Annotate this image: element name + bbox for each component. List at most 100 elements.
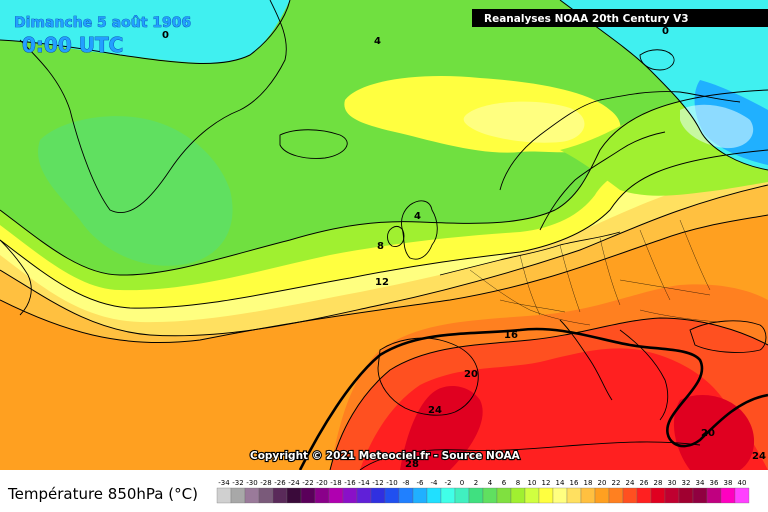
legend-swatch [216,487,232,504]
weather-map: 0 0 4 4 8 12 16 20 20 24 24 28 Dimanche … [0,0,768,470]
legend-tick-label: -34 [218,479,230,487]
legend-tick-label: 20 [598,479,607,487]
legend-swatch [300,487,316,504]
isotherm-label-4-north: 4 [374,36,381,47]
legend-tick-label: 34 [696,479,705,487]
legend-swatch [594,487,610,504]
legend-tick-label: 16 [570,479,579,487]
legend-swatch [496,487,512,504]
map-time: 0:00 UTC [22,33,123,57]
legend-swatch [286,487,302,504]
legend-tick-label: 32 [682,479,691,487]
heat-core-east [673,395,755,470]
legend-tick-label: 6 [502,479,507,487]
warm-pocket-north-inner [463,101,585,143]
legend-tick-label: -2 [445,479,452,487]
legend-tick-label: 4 [488,479,493,487]
source-label: Reanalyses NOAA 20th Century V3 [484,13,689,25]
legend-tick-label: 38 [724,479,733,487]
isotherms [0,0,768,344]
legend-tick-label: 8 [516,479,520,487]
legend-tick-label: -4 [431,479,439,487]
legend-swatch [664,487,680,504]
legend-tick-label: 10 [528,479,537,487]
legend-swatch [538,487,554,504]
isotherm-label-24-east: 24 [752,451,766,462]
source-banner [472,9,768,27]
legend-tick-label: 0 [460,479,464,487]
isotherm-label-8: 8 [377,241,384,252]
legend-tick-label: -24 [288,479,300,487]
legend-swatch [706,487,722,504]
legend-tick-label: 14 [556,479,565,487]
isotherm-label-polar-0-east: 0 [662,26,669,37]
legend-swatch [510,487,526,504]
legend-swatch [552,487,568,504]
legend-tick-labels: -34 -32 -30 -28 -26 -24 -22 -20 -18 -16 -14 -12 -10-… [218,479,746,487]
legend-swatch [244,487,260,504]
legend-swatch [482,487,498,504]
color-scale: -34 -32 -30 -28 -26 -24 -22 -20 -18 -16 -14 -12 -10-… [216,479,750,504]
isotherm-label-28: 28 [405,459,419,470]
isotherms-24 [329,317,768,470]
isotherm-label-20-east: 20 [701,428,715,439]
legend-tick-label: 12 [542,479,551,487]
legend-swatch [370,487,386,504]
isotherm-label-polar-0-west: 0 [162,30,169,41]
legend-tick-label: -8 [403,479,410,487]
arctic-ice [680,104,754,149]
legend-swatch [734,487,750,504]
legend-bar: -34 -32 -30 -28 -26 -24 -22 -20 -18 -16 -14 -12 -10-… [0,470,768,512]
heat-core-iberia [400,385,483,470]
legend-swatch [272,487,288,504]
legend-swatch [678,487,694,504]
legend-tick-label: 30 [668,479,677,487]
legend-swatch [328,487,344,504]
legend-tick-label: 18 [584,479,593,487]
legend-tick-label: -20 [316,479,327,487]
legend-tick-label: -16 [344,479,356,487]
legend-tick-label: 28 [654,479,663,487]
coastlines [0,0,767,470]
legend-swatch [524,487,540,504]
legend-tick-label: -14 [358,479,370,487]
isotherm-label-24-iberia: 24 [428,405,442,416]
legend-swatch [230,487,246,504]
isotherm-label-20-iberia: 20 [464,369,478,380]
legend-swatch [384,487,400,504]
legend-tick-label: 36 [710,479,719,487]
legend-tick-label: -12 [372,479,383,487]
legend-swatch [608,487,624,504]
legend-tick-label: -26 [274,479,286,487]
legend-title: Température 850hPa (°C) [8,485,198,503]
legend-swatch [468,487,484,504]
legend-swatch [454,487,470,504]
legend-tick-label: -32 [232,479,243,487]
legend-swatch [314,487,330,504]
greenland-cold [38,116,233,266]
legend-swatch [636,487,652,504]
legend-tick-label: 26 [640,479,649,487]
legend-tick-label: 2 [474,479,478,487]
legend-swatch [342,487,358,504]
legend-tick-label: -30 [246,479,257,487]
isotherm-label-4-uk: 4 [414,211,421,222]
isotherm-label-12: 12 [375,277,389,288]
legend-tick-label: -18 [330,479,341,487]
legend-tick-label: -28 [260,479,271,487]
legend-tick-label: 24 [626,479,635,487]
copyright-label: Copyright © 2021 Meteociel.fr - Source N… [250,450,521,462]
legend-swatch [692,487,708,504]
legend-swatch [622,487,638,504]
legend-tick-label: -10 [386,479,397,487]
legend-swatch [426,487,442,504]
legend-swatch [440,487,456,504]
legend-swatch [580,487,596,504]
legend-tick-label: 40 [738,479,747,487]
legend-swatch [356,487,372,504]
legend-swatch [650,487,666,504]
legend-tick-label: -6 [417,479,425,487]
legend-swatch [566,487,582,504]
country-borders [469,219,721,326]
legend-swatch [412,487,428,504]
